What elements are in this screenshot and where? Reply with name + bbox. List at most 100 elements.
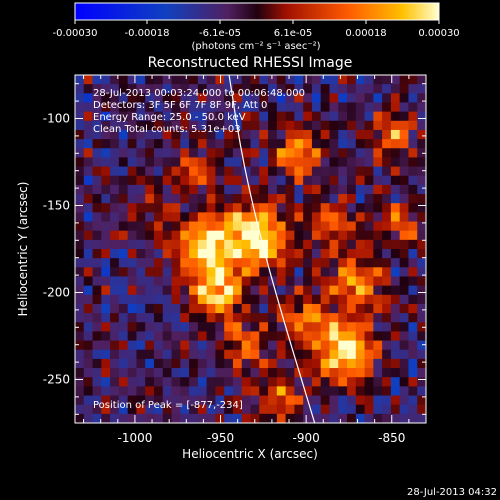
heatmap-cell: [83, 285, 94, 296]
heatmap-cell: [162, 386, 173, 397]
heatmap-cell: [276, 267, 287, 278]
heatmap-cell: [189, 294, 199, 305]
heatmap-cell: [110, 184, 120, 195]
heatmap-cell: [153, 194, 164, 204]
heatmap-cell: [215, 194, 225, 204]
heatmap-cell: [276, 230, 287, 241]
heatmap-cell: [110, 194, 120, 204]
heatmap-cell: [232, 395, 243, 406]
heatmap-cell: [197, 93, 208, 104]
heatmap-cell: [417, 139, 426, 149]
heatmap-cell: [285, 368, 295, 378]
heatmap-cell: [408, 184, 418, 195]
heatmap-cell: [399, 386, 410, 397]
heatmap-cell: [399, 230, 410, 241]
heatmap-cell: [355, 340, 366, 351]
heatmap-cell: [189, 249, 199, 259]
heatmap-cell: [92, 377, 102, 387]
heatmap-cell: [364, 404, 374, 415]
heatmap-cell: [373, 148, 383, 159]
heatmap-cell: [285, 386, 295, 397]
heatmap-cell: [338, 340, 348, 351]
heatmap-cell: [83, 175, 94, 186]
colorbar-tick-label: -0.00030: [53, 28, 98, 39]
heatmap-cell: [136, 258, 146, 268]
heatmap-cell: [294, 175, 304, 186]
heatmap-cell: [364, 230, 374, 241]
heatmap-cell: [241, 166, 252, 177]
heatmap-cell: [118, 157, 129, 168]
heatmap-cell: [232, 212, 243, 223]
heatmap-cell: [329, 322, 339, 333]
heatmap-cell: [355, 184, 366, 195]
heatmap-cell: [241, 285, 252, 296]
heatmap-cell: [294, 230, 304, 241]
heatmap-cell: [268, 249, 278, 259]
heatmap-cell: [364, 368, 374, 378]
heatmap-cell: [303, 75, 313, 85]
heatmap-cell: [285, 377, 295, 387]
heatmap-cell: [127, 413, 138, 423]
heatmap-cell: [259, 249, 269, 259]
heatmap-cell: [347, 368, 357, 378]
heatmap-cell: [347, 322, 357, 333]
heatmap-cell: [355, 111, 366, 122]
heatmap-cell: [101, 84, 111, 94]
heatmap-cell: [285, 230, 295, 241]
heatmap-cell: [285, 340, 295, 351]
heatmap-cell: [171, 203, 181, 213]
heatmap-cell: [206, 386, 217, 397]
heatmap-cell: [241, 340, 252, 351]
heatmap-cell: [311, 322, 322, 333]
heatmap-cell: [136, 120, 146, 131]
heatmap-cell: [311, 249, 322, 259]
heatmap-cell: [75, 148, 85, 159]
heatmap-cell: [399, 203, 410, 213]
heatmap-cell: [241, 157, 252, 168]
heatmap-cell: [171, 230, 181, 241]
heatmap-cell: [347, 249, 357, 259]
heatmap-cell: [373, 212, 383, 223]
heatmap-cell: [355, 276, 366, 287]
heatmap-cell: [92, 93, 102, 104]
heatmap-cell: [338, 84, 348, 94]
colorbar-unit-label: (photons cm⁻² s⁻¹ asec⁻²): [191, 41, 320, 52]
heatmap-cell: [215, 377, 225, 387]
heatmap-cell: [285, 322, 295, 333]
heatmap-cell: [189, 157, 199, 168]
heatmap-cell: [373, 258, 383, 268]
heatmap-cell: [162, 239, 173, 250]
heatmap-cell: [180, 175, 190, 186]
heatmap-cell: [294, 129, 304, 140]
heatmap-cell: [390, 221, 401, 232]
heatmap-cell: [127, 358, 138, 369]
x-tick-label: -950: [207, 431, 234, 445]
heatmap-cell: [136, 93, 146, 104]
heatmap-cell: [92, 276, 102, 287]
heatmap-cell: [171, 395, 181, 406]
heatmap-cell: [303, 102, 313, 113]
heatmap-cell: [110, 166, 120, 177]
heatmap-cell: [399, 139, 410, 149]
heatmap-cell: [417, 413, 426, 423]
heatmap-cell: [145, 340, 155, 351]
heatmap-cell: [180, 129, 190, 140]
heatmap-cell: [329, 84, 339, 94]
heatmap-cell: [268, 84, 278, 94]
heatmap-cell: [83, 75, 94, 85]
heatmap-cell: [250, 349, 260, 360]
heatmap-cell: [127, 303, 138, 314]
heatmap-cell: [364, 75, 374, 85]
heatmap-cell: [162, 395, 173, 406]
heatmap-cell: [408, 166, 418, 177]
heatmap-cell: [311, 111, 322, 122]
heatmap-cell: [408, 194, 418, 204]
heatmap-cell: [92, 413, 102, 423]
heatmap-cell: [294, 221, 304, 232]
heatmap-cell: [329, 194, 339, 204]
heatmap-cell: [408, 331, 418, 342]
heatmap-cell: [355, 386, 366, 397]
heatmap-cell: [75, 75, 85, 85]
heatmap-cell: [408, 175, 418, 186]
heatmap-cell: [136, 148, 146, 159]
